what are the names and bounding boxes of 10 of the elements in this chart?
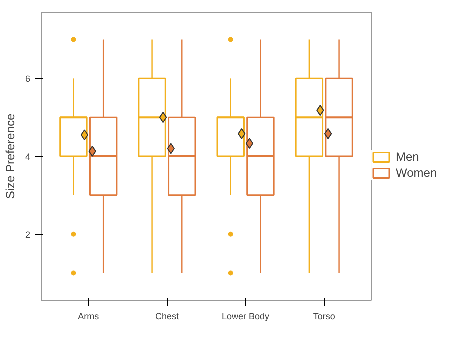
y-axis-title: Size Preference [3, 113, 18, 200]
x-tick-label: Lower Body [222, 312, 270, 322]
y-tick-label: 6 [25, 74, 31, 84]
y-tick-label: 2 [25, 230, 31, 240]
x-tick-label: Arms [78, 312, 100, 322]
legend-label: Women [396, 166, 438, 180]
x-tick-label: Chest [155, 312, 180, 322]
x-tick-label: Torso [313, 312, 336, 322]
legend-label: Men [396, 150, 420, 164]
y-tick-label: 4 [25, 152, 31, 162]
